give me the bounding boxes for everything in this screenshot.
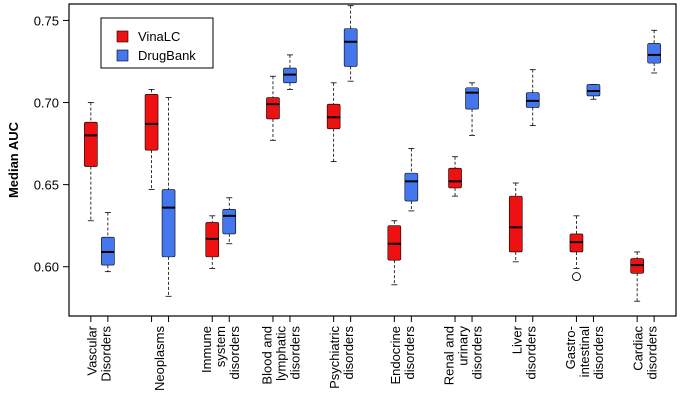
box-drugbank [647,29,661,74]
y-axis-label: Median AUC [6,121,21,198]
box-vinalc [205,215,220,269]
x-tick-label: Vascular Disorders [84,325,113,381]
box-vinalc [569,215,584,282]
box-vinalc [387,220,402,286]
x-tick-label: Blood and lymphatic disorders [259,326,302,385]
x-tick-label-line: disorders [523,326,538,380]
x-tick-label: Cardiac disorders [631,326,660,380]
legend: VinaLC DrugBank [100,17,214,69]
x-tick-label-line: disorders [591,326,606,380]
legend-label-vinalc: VinaLC [138,29,180,44]
legend-swatch-drugbank [116,49,129,62]
box-body [222,208,237,235]
box-drugbank [525,69,540,126]
x-tick-label-line: disorders [287,326,302,380]
x-tick-label-line: disorders [341,326,356,380]
x-tick-label: Renal and urinary disorders [442,326,485,386]
x-tick-label: Psychiatric disorders [327,326,356,389]
box-drugbank [404,148,419,212]
box-vinalc [144,88,159,190]
x-tick-label-line: Renal and [442,326,457,385]
box-drugbank [343,5,358,82]
box-drugbank [586,84,601,100]
box-vinalc [266,75,280,141]
box-drugbank [161,97,176,297]
y-axis: 0.60 0.65 0.70 0.75 [34,13,69,275]
y-tick-label: 0.65 [34,178,59,193]
box-vinalc [630,251,644,302]
x-tick-label-line: lymphatic [273,326,288,381]
box-drugbank [465,82,479,136]
x-tick-label-line: Vascular [84,325,99,375]
plot-area [68,3,677,317]
box-vinalc [326,82,341,163]
box-body [448,167,462,189]
box-body [161,189,176,258]
x-tick-label: Liver disorders [509,325,538,379]
plot-frame [68,3,677,317]
x-tick-label-line: Psychiatric [327,326,342,389]
box-body [343,28,358,67]
legend-swatch-vinalc [116,30,129,43]
x-tick-label-line: disorders [402,326,417,380]
box-vinalc [84,102,98,222]
box-drugbank [101,212,115,273]
x-tick-label-line: disorders [227,326,242,380]
x-tick-label-line: system [213,326,228,367]
y-tick-label: 0.60 [34,260,59,275]
x-tick-label-line: Blood and [259,326,274,385]
outlier-point [572,272,581,282]
box-body [84,121,98,167]
x-tick-label-line: Neoplasms [152,326,167,392]
legend-label-drugbank: DrugBank [138,48,196,63]
box-drugbank [222,197,237,245]
x-tick-label-line: Liver [509,325,524,354]
box-body [404,172,419,202]
y-tick-label: 0.75 [34,13,59,28]
box-vinalc [508,182,523,263]
x-tick-label: Gastro-intestinal disorders [563,326,606,380]
box-body [508,195,523,253]
x-axis: Vascular Disorders Neoplasms Immune system di… [84,316,660,392]
x-tick-label-line: Cardiac [631,326,646,371]
x-tick-label: Endocrine disorders [388,326,417,385]
box-body [266,97,280,120]
x-tick-label-line: Immune [199,326,214,373]
x-tick-label-line: Gastro- [563,326,578,369]
box-body [647,43,661,64]
x-tick-label-line: Endocrine [388,326,403,385]
box-body [144,94,159,151]
x-tick-label-line: urinary [456,326,471,366]
y-tick-label: 0.70 [34,96,59,111]
x-tick-label-line: intestinal [577,326,592,377]
boxes [84,5,661,302]
x-tick-label: Immune system disorders [199,326,242,380]
x-tick-label-line: disorders [645,326,660,380]
x-tick-label: Neoplasms [152,326,167,392]
x-tick-label-line: Disorders [98,326,113,382]
box-drugbank [283,54,297,90]
x-tick-label-line: disorders [470,326,485,380]
box-body [465,87,479,110]
box-vinalc [448,156,462,197]
